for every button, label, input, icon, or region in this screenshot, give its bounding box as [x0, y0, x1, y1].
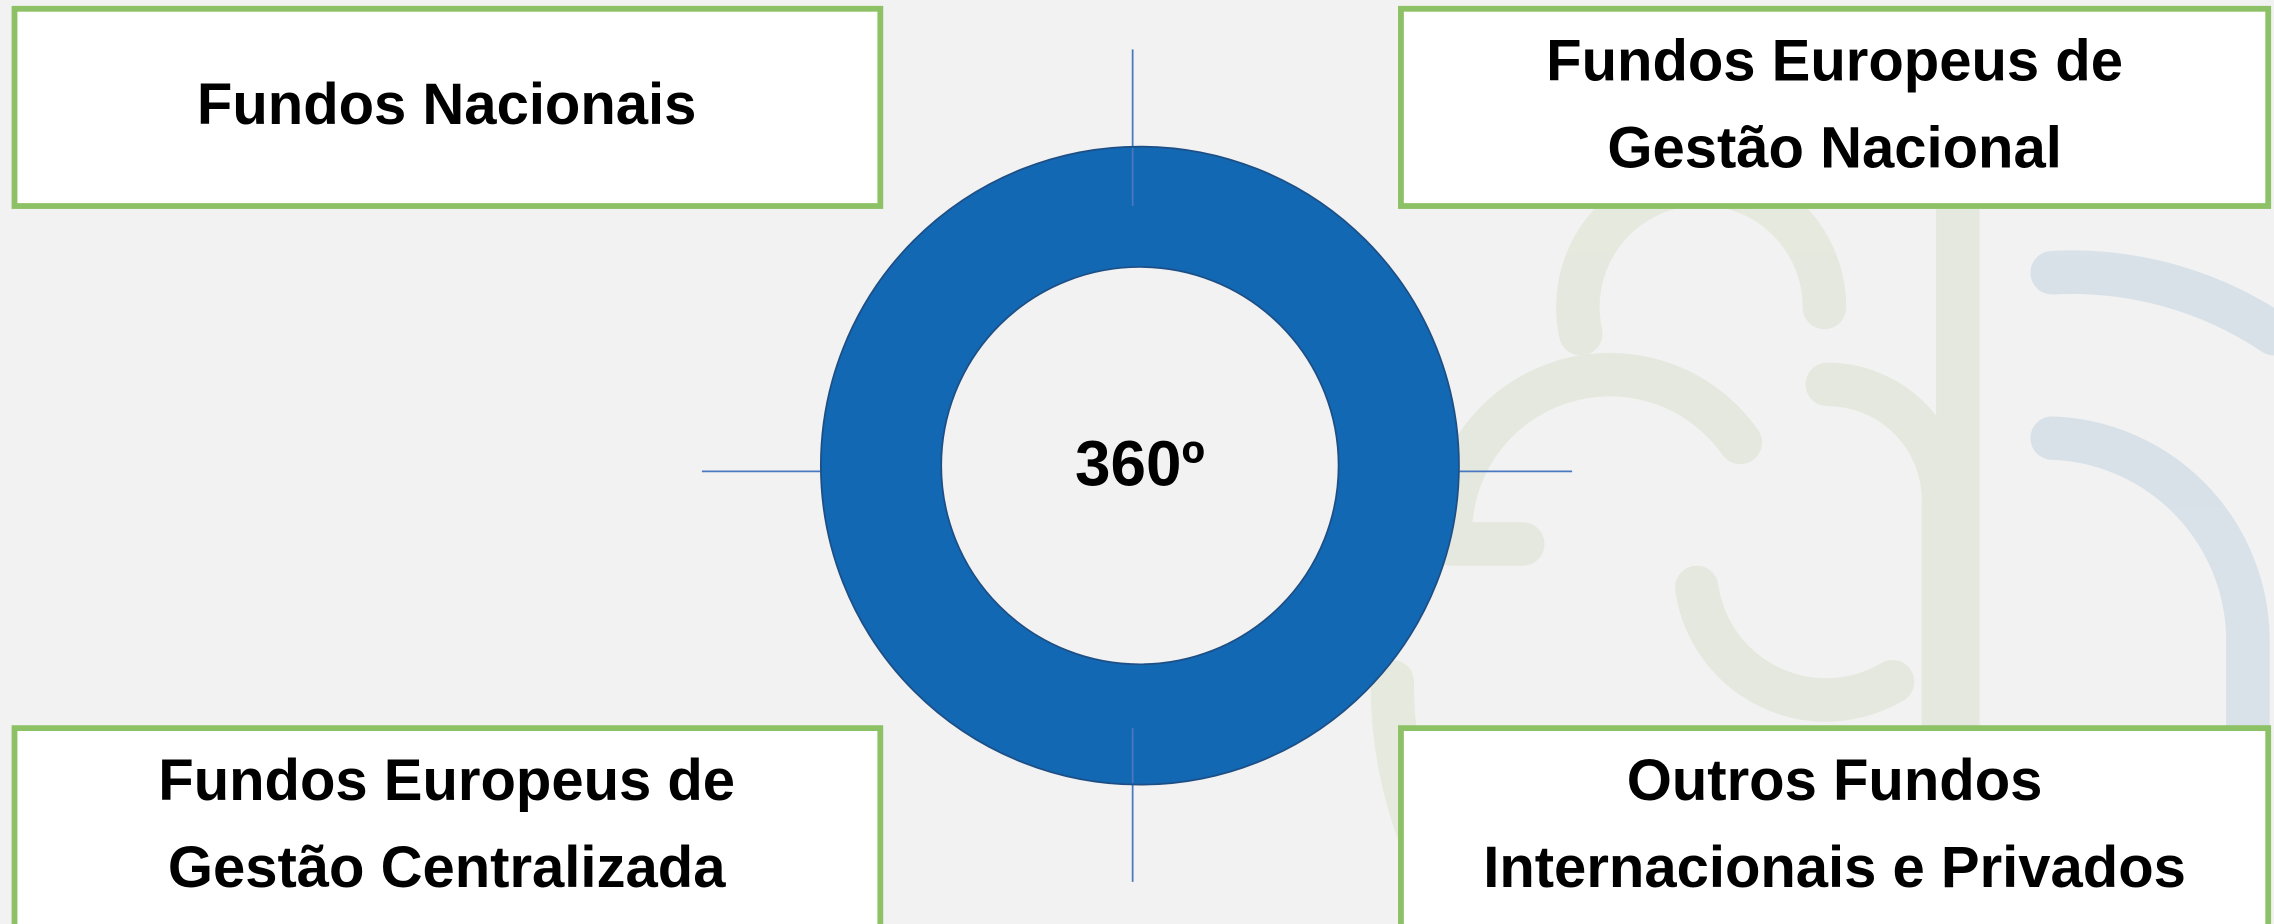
box-label: Outros Fundos	[1627, 748, 2043, 813]
box-label: Gestão Centralizada	[168, 835, 726, 900]
box-label: Gestão Nacional	[1607, 116, 2061, 181]
box	[11, 725, 884, 924]
box-label: Fundos Europeus de	[1546, 29, 2123, 94]
box-label: Fundos Europeus de	[158, 748, 735, 813]
box	[11, 5, 884, 209]
center-label: 360º	[1075, 427, 1205, 499]
box-label: Fundos Nacionais	[197, 72, 697, 137]
box	[1398, 725, 2272, 924]
ring	[819, 145, 1460, 786]
box	[1398, 5, 2272, 209]
box-label: Internacionais e Privados	[1483, 835, 2186, 900]
